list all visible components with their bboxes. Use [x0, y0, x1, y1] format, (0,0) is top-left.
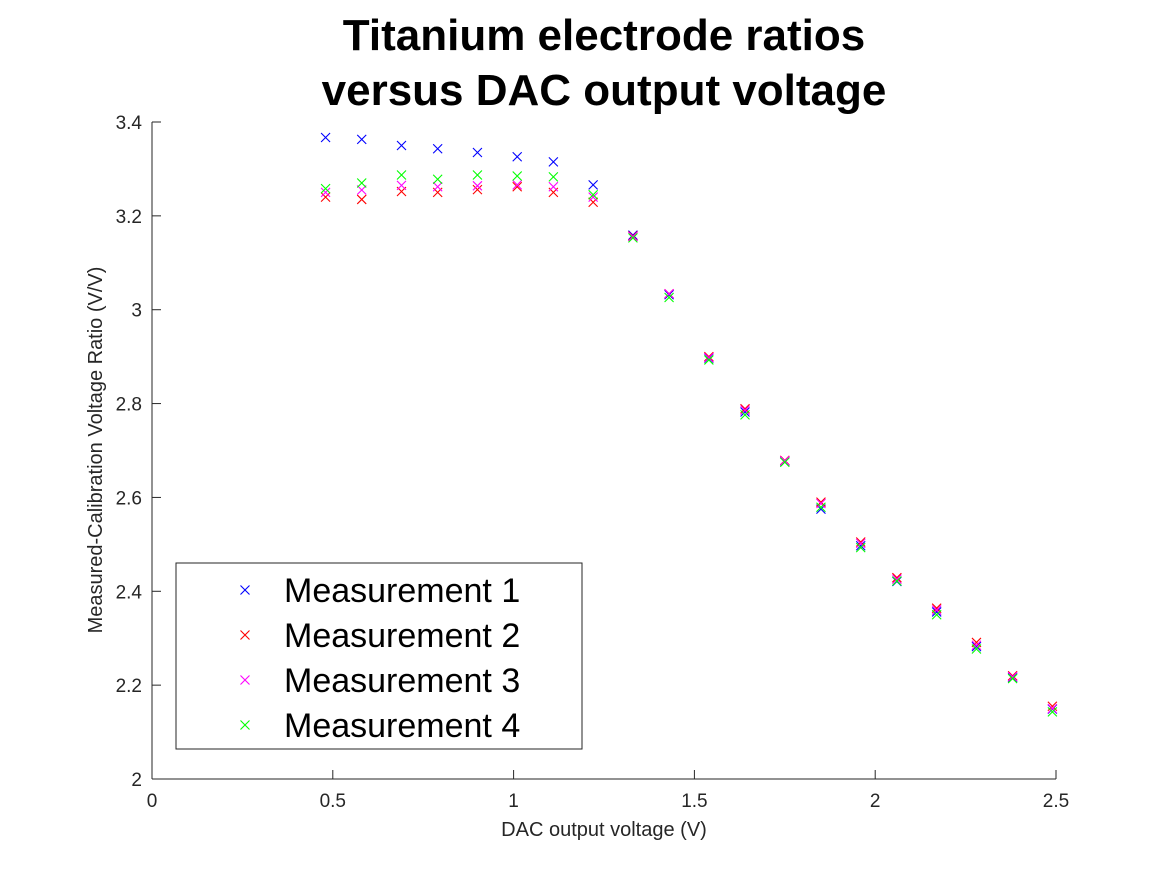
data-point	[816, 497, 826, 508]
chart-title-line-2: versus DAC output voltage	[322, 66, 887, 115]
data-point	[855, 538, 866, 549]
data-point	[892, 572, 902, 583]
legend-marker	[240, 585, 250, 595]
series-1	[320, 132, 1058, 714]
data-point	[512, 171, 523, 181]
data-point	[971, 640, 982, 651]
data-point	[1007, 673, 1018, 684]
data-point	[931, 605, 942, 615]
data-point	[356, 194, 367, 205]
data-point	[320, 187, 331, 198]
legend-marker	[240, 720, 250, 730]
series-4	[320, 170, 1058, 717]
data-point	[1007, 670, 1018, 681]
data-point	[892, 574, 902, 584]
data-point	[396, 140, 407, 151]
legend: Measurement 1 Measurement 2 Measurement 3 M…	[175, 562, 583, 750]
data-point	[588, 189, 599, 200]
x-tick-label: 2.5	[1043, 791, 1069, 812]
data-point	[1007, 671, 1018, 682]
data-point	[816, 498, 826, 509]
data-point	[356, 134, 367, 145]
legend-label: Measurement 1	[284, 572, 520, 610]
data-point	[855, 540, 866, 551]
data-point	[1047, 707, 1058, 717]
data-point	[628, 233, 638, 243]
data-point	[548, 181, 559, 192]
y-tick-label: 2.8	[116, 395, 142, 416]
data-point	[931, 607, 942, 617]
data-point	[356, 178, 367, 188]
y-tick-label: 2	[131, 770, 142, 791]
data-point	[664, 292, 674, 303]
data-point	[472, 170, 483, 180]
data-point	[588, 179, 599, 190]
y-tick-label: 3	[131, 301, 142, 322]
x-axis-label: DAC output voltage (V)	[501, 819, 707, 841]
data-point	[512, 151, 523, 162]
plot-axes	[151, 122, 1056, 780]
data-point	[588, 192, 599, 202]
x-tick-label: 0	[147, 791, 158, 812]
y-tick-label: 2.6	[116, 488, 142, 509]
data-point	[664, 289, 674, 300]
data-point	[892, 576, 902, 586]
data-point	[548, 157, 559, 167]
data-point	[931, 609, 942, 620]
series-3	[320, 179, 1058, 714]
data-point	[779, 455, 790, 466]
data-point	[432, 174, 443, 185]
data-point	[1007, 672, 1018, 683]
x-tick-label: 1	[508, 791, 519, 812]
legend-label: Measurement 3	[284, 662, 520, 700]
data-point	[512, 181, 523, 192]
axis-ticks: 0 0.5 1 1.5 2 2.5 2 2.2 2.4 2.6 2.8 3 3.2 3.4	[116, 113, 1070, 812]
data-point	[971, 641, 982, 652]
data-point	[855, 542, 866, 553]
data-point	[1047, 703, 1058, 714]
legend-label: Measurement 4	[284, 707, 520, 745]
legend-marker	[240, 630, 250, 640]
data-point	[740, 405, 750, 416]
data-point	[512, 179, 523, 190]
data-point	[664, 288, 674, 299]
data-point	[432, 181, 443, 192]
data-point	[779, 457, 790, 468]
data-point	[320, 183, 331, 194]
data-points	[320, 132, 1058, 717]
data-point	[396, 180, 407, 191]
x-tick-label: 0.5	[320, 791, 346, 812]
y-tick-label: 2.2	[116, 676, 142, 697]
data-point	[628, 231, 638, 242]
data-point	[320, 192, 331, 202]
y-tick-label: 3.2	[116, 207, 142, 228]
data-point	[740, 409, 750, 420]
data-point	[320, 132, 331, 143]
data-point	[628, 230, 638, 240]
x-tick-label: 2	[870, 791, 881, 812]
data-point	[472, 180, 483, 191]
data-point	[588, 197, 599, 208]
data-point	[548, 172, 559, 182]
legend-marker	[240, 675, 250, 685]
data-point	[971, 644, 982, 654]
data-point	[432, 143, 443, 154]
data-point	[356, 185, 367, 195]
legend-label: Measurement 2	[284, 617, 520, 655]
data-point	[396, 170, 407, 180]
legend-box	[175, 562, 583, 750]
y-axis-label: Measured-Calibration Voltage Ratio (V/V)	[85, 267, 107, 634]
data-point	[472, 184, 483, 195]
x-tick-label: 1.5	[681, 791, 707, 812]
chart-title-line-1: Titanium electrode ratios	[343, 11, 865, 60]
data-point	[740, 407, 750, 417]
y-tick-label: 2.4	[116, 582, 143, 603]
data-point	[703, 355, 714, 365]
data-point	[472, 147, 483, 158]
y-tick-label: 3.4	[116, 113, 143, 134]
data-point	[703, 351, 714, 362]
data-point	[703, 352, 714, 363]
data-point	[816, 502, 826, 513]
